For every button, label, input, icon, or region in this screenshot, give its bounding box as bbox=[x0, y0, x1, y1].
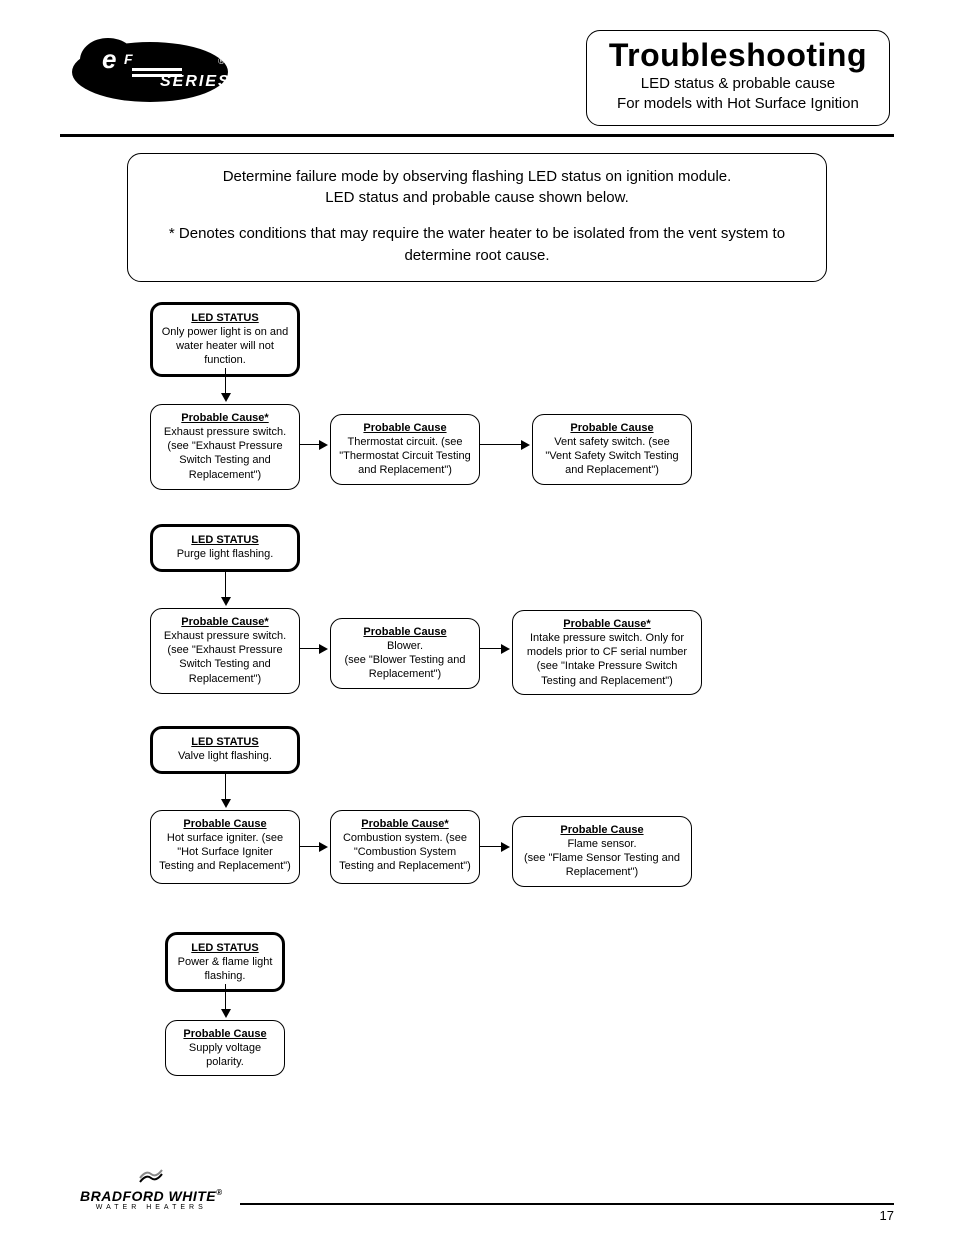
footer-rule bbox=[240, 1203, 894, 1205]
flow-node-c1c: Probable CauseVent safety switch. (see "… bbox=[532, 414, 692, 485]
flow-node-c3a: Probable CauseHot surface igniter. (see … bbox=[150, 810, 300, 884]
node-header: Probable Cause bbox=[339, 421, 471, 435]
svg-text:e: e bbox=[102, 44, 116, 74]
flow-node-c2b: Probable CauseBlower. (see "Blower Testi… bbox=[330, 618, 480, 689]
flow-node-c4a: Probable CauseSupply voltage polarity. bbox=[165, 1020, 285, 1077]
node-body: Supply voltage polarity. bbox=[174, 1041, 276, 1070]
flow-node-c3c: Probable CauseFlame sensor. (see "Flame … bbox=[512, 816, 692, 887]
arrow-horizontal bbox=[300, 444, 320, 445]
arrow-horizontal bbox=[480, 846, 502, 847]
arrow-horizontal bbox=[480, 444, 522, 445]
arrow-horizontal bbox=[300, 648, 320, 649]
node-header: LED STATUS bbox=[161, 311, 289, 325]
node-header: Probable Cause bbox=[541, 421, 683, 435]
node-body: Combustion system. (see "Combustion Syst… bbox=[339, 831, 471, 874]
node-header: Probable Cause* bbox=[159, 615, 291, 629]
flow-node-s1: LED STATUSOnly power light is on and wat… bbox=[150, 302, 300, 377]
arrow-head-down-icon bbox=[221, 1009, 231, 1018]
node-header: Probable Cause* bbox=[159, 411, 291, 425]
node-body: Intake pressure switch. Only for models … bbox=[521, 631, 693, 688]
node-body: Flame sensor. (see "Flame Sensor Testing… bbox=[521, 837, 683, 880]
node-body: Only power light is on and water heater … bbox=[161, 325, 289, 368]
node-header: Probable Cause bbox=[339, 625, 471, 639]
page-title: Troubleshooting bbox=[609, 37, 867, 74]
arrow-vertical bbox=[225, 774, 226, 800]
flow-node-c1a: Probable Cause*Exhaust pressure switch. … bbox=[150, 404, 300, 490]
node-body: Hot surface igniter. (see "Hot Surface I… bbox=[159, 831, 291, 874]
flow-node-c2a: Probable Cause*Exhaust pressure switch. … bbox=[150, 608, 300, 694]
page-subtitle-1: LED status & probable cause bbox=[609, 74, 867, 94]
arrow-head-right-icon bbox=[501, 644, 510, 654]
node-body: Exhaust pressure switch. (see "Exhaust P… bbox=[159, 425, 291, 482]
series-logo: e F SERIES ® bbox=[60, 30, 230, 110]
flowchart: LED STATUSOnly power light is on and wat… bbox=[60, 302, 894, 1172]
flow-node-c1b: Probable CauseThermostat circuit. (see "… bbox=[330, 414, 480, 485]
node-body: Thermostat circuit. (see "Thermostat Cir… bbox=[339, 435, 471, 478]
node-header: Probable Cause bbox=[174, 1027, 276, 1041]
arrow-head-right-icon bbox=[319, 440, 328, 450]
node-body: Purge light flashing. bbox=[161, 547, 289, 561]
page-subtitle-2: For models with Hot Surface Ignition bbox=[609, 94, 867, 114]
title-box: Troubleshooting LED status & probable ca… bbox=[586, 30, 890, 126]
intro-line-1: Determine failure mode by observing flas… bbox=[158, 166, 796, 188]
svg-text:®: ® bbox=[218, 56, 225, 66]
node-body: Valve light flashing. bbox=[161, 749, 289, 763]
node-header: Probable Cause bbox=[159, 817, 291, 831]
arrow-head-down-icon bbox=[221, 799, 231, 808]
flow-node-c3b: Probable Cause*Combustion system. (see "… bbox=[330, 810, 480, 884]
footer: BRADFORD WHITE® WATER HEATERS 17 bbox=[60, 1203, 894, 1205]
svg-text:SERIES: SERIES bbox=[160, 73, 230, 90]
header-rule bbox=[60, 134, 894, 137]
arrow-head-down-icon bbox=[221, 597, 231, 606]
page-number: 17 bbox=[880, 1208, 894, 1223]
arrow-head-right-icon bbox=[319, 842, 328, 852]
svg-text:F: F bbox=[124, 51, 133, 67]
node-body: Blower. (see "Blower Testing and Replace… bbox=[339, 639, 471, 682]
page: e F SERIES ® Troubleshooting LED status … bbox=[0, 0, 954, 1235]
node-header: LED STATUS bbox=[161, 533, 289, 547]
flow-node-s3: LED STATUSValve light flashing. bbox=[150, 726, 300, 774]
arrow-vertical bbox=[225, 572, 226, 598]
arrow-vertical bbox=[225, 984, 226, 1010]
arrow-head-right-icon bbox=[319, 644, 328, 654]
node-body: Vent safety switch. (see "Vent Safety Sw… bbox=[541, 435, 683, 478]
node-header: LED STATUS bbox=[176, 941, 274, 955]
arrow-vertical bbox=[225, 368, 226, 394]
node-body: Power & flame light flashing. bbox=[176, 955, 274, 984]
node-header: Probable Cause* bbox=[339, 817, 471, 831]
node-body: Exhaust pressure switch. (see "Exhaust P… bbox=[159, 629, 291, 686]
brand-name: BRADFORD WHITE bbox=[80, 1188, 216, 1204]
flow-node-s2: LED STATUSPurge light flashing. bbox=[150, 524, 300, 572]
flow-node-c2c: Probable Cause*Intake pressure switch. O… bbox=[512, 610, 702, 695]
header-row: e F SERIES ® Troubleshooting LED status … bbox=[60, 30, 894, 126]
arrow-horizontal bbox=[480, 648, 502, 649]
intro-box: Determine failure mode by observing flas… bbox=[127, 153, 827, 282]
intro-line-3: * Denotes conditions that may require th… bbox=[158, 223, 796, 267]
brand-logo: BRADFORD WHITE® WATER HEATERS bbox=[80, 1168, 223, 1211]
node-header: Probable Cause* bbox=[521, 617, 693, 631]
node-header: LED STATUS bbox=[161, 735, 289, 749]
node-header: Probable Cause bbox=[521, 823, 683, 837]
arrow-head-right-icon bbox=[501, 842, 510, 852]
arrow-head-down-icon bbox=[221, 393, 231, 402]
intro-line-2: LED status and probable cause shown belo… bbox=[158, 187, 796, 209]
arrow-head-right-icon bbox=[521, 440, 530, 450]
arrow-horizontal bbox=[300, 846, 320, 847]
brand-subtitle: WATER HEATERS bbox=[80, 1204, 223, 1211]
